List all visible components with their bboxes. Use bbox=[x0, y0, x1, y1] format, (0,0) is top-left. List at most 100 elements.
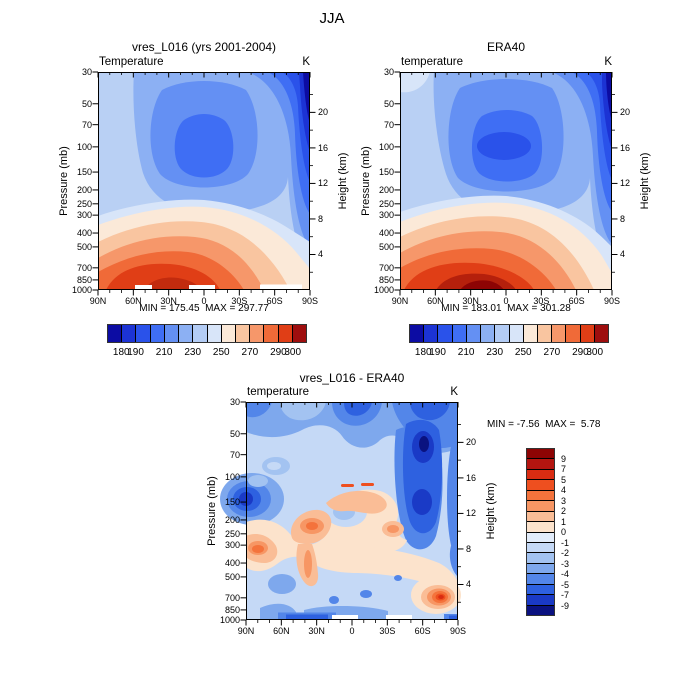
units-label-difference: K bbox=[450, 386, 458, 398]
colorbar-cell bbox=[579, 325, 594, 342]
colorbar-cell bbox=[178, 325, 193, 342]
colorbar-cell bbox=[527, 521, 554, 532]
colorbar-cell bbox=[234, 325, 250, 342]
colorbar-cell bbox=[149, 325, 164, 342]
colorbar-tick-label: -5 bbox=[561, 579, 570, 590]
height-tick-label: 8 bbox=[620, 213, 626, 224]
colorbar-tick-label: -2 bbox=[561, 548, 570, 558]
height-axis-title: Height (km) bbox=[485, 482, 497, 540]
colorbar-cell bbox=[291, 325, 307, 342]
height-tick-label: 16 bbox=[620, 142, 631, 153]
colorbar-tick-label: 300 bbox=[284, 347, 302, 358]
colorbar-cell bbox=[410, 325, 424, 342]
latitude-tick-label: 90N bbox=[89, 296, 107, 306]
pressure-tick-label: 50 bbox=[229, 428, 240, 439]
pressure-tick-label: 50 bbox=[81, 98, 92, 109]
panel-title-model: vres_L016 (yrs 2001-2004) bbox=[131, 40, 277, 54]
latitude-tick-label: 30S bbox=[379, 626, 396, 636]
pressure-tick-label: 30 bbox=[81, 67, 92, 77]
height-tick-label: 4 bbox=[466, 579, 472, 590]
colorbar-cell bbox=[527, 479, 554, 490]
colorbar-cell bbox=[249, 325, 264, 342]
colorbar-cell bbox=[527, 500, 554, 511]
colorbar-cell bbox=[480, 325, 495, 342]
latitude-tick-label: 90S bbox=[603, 296, 621, 306]
colorbar-tick-label: 7 bbox=[561, 464, 567, 474]
pressure-tick-label: 850 bbox=[224, 604, 240, 615]
pressure-tick-label: 200 bbox=[378, 184, 394, 195]
latitude-tick-label: 60S bbox=[568, 296, 585, 306]
pressure-tick-label: 500 bbox=[378, 241, 394, 252]
pressure-tick-label: 250 bbox=[224, 528, 240, 539]
latitude-tick-label: 90N bbox=[391, 296, 409, 306]
latitude-tick-label: 90S bbox=[449, 626, 467, 636]
units-label-model: K bbox=[302, 56, 310, 68]
colorbar-tick-label: 270 bbox=[543, 347, 561, 358]
colorbar-tick-label: 250 bbox=[212, 347, 230, 358]
colorbar-tick-label: -3 bbox=[561, 558, 570, 569]
pressure-tick-label: 300 bbox=[76, 210, 92, 221]
latitude-tick-label: 0 bbox=[503, 296, 509, 306]
pressure-tick-label: 50 bbox=[383, 98, 394, 109]
minmax-model: MIN = 175.45 MAX = 297.77 bbox=[139, 303, 269, 314]
pressure-tick-label: 250 bbox=[76, 198, 92, 209]
colorbar-cell bbox=[527, 531, 554, 542]
panel-title-difference: vres_L016 - ERA40 bbox=[299, 371, 405, 385]
colorbar-tick-label: 180 bbox=[112, 347, 130, 358]
pressure-tick-label: 100 bbox=[224, 471, 240, 482]
colorbar-tick-label: 230 bbox=[486, 347, 504, 358]
temperature-colorbar-model bbox=[107, 324, 307, 343]
colorbar-cell bbox=[494, 325, 509, 342]
height-tick-label: 4 bbox=[620, 249, 626, 260]
pressure-tick-label: 850 bbox=[378, 274, 394, 285]
contour-plot-era40 bbox=[394, 71, 618, 296]
pressure-tick-label: 1000 bbox=[373, 285, 394, 295]
colorbar-cell bbox=[527, 604, 554, 615]
colorbar-cell bbox=[508, 325, 523, 342]
colorbar-cell bbox=[527, 552, 554, 563]
variable-label-model: Temperature bbox=[99, 56, 164, 68]
colorbar-tick-label: 210 bbox=[155, 347, 173, 358]
height-tick-label: 12 bbox=[620, 178, 631, 189]
pressure-tick-label: 70 bbox=[229, 449, 240, 460]
contour-plot-model bbox=[92, 71, 316, 296]
latitude-tick-label: 30N bbox=[462, 296, 479, 306]
colorbar-cell bbox=[277, 325, 292, 342]
pressure-axis-title: Pressure (mb) bbox=[58, 146, 70, 216]
pressure-tick-label: 500 bbox=[76, 241, 92, 252]
pressure-tick-label: 300 bbox=[224, 540, 240, 551]
temperature-colorbar-era40 bbox=[409, 324, 609, 343]
colorbar-tick-label: -9 bbox=[561, 600, 570, 611]
latitude-tick-label: 0 bbox=[349, 626, 355, 636]
pressure-tick-label: 1000 bbox=[71, 285, 92, 295]
colorbar-cell bbox=[423, 325, 438, 342]
minmax-era40: MIN = 183.01 MAX = 301.28 bbox=[441, 303, 571, 314]
colorbar-cell bbox=[551, 325, 566, 342]
colorbar-tick-label: -7 bbox=[561, 590, 570, 600]
pressure-tick-label: 700 bbox=[378, 262, 394, 273]
height-tick-label: 20 bbox=[620, 107, 631, 118]
panel-title-era40: ERA40 bbox=[486, 40, 526, 54]
colorbar-tick-label: 270 bbox=[241, 347, 259, 358]
colorbar-cell bbox=[527, 594, 554, 605]
colorbar-tick-label: -1 bbox=[561, 537, 570, 548]
colorbar-tick-label: 250 bbox=[514, 347, 532, 358]
colorbar-cell bbox=[108, 325, 122, 342]
colorbar-cell bbox=[451, 325, 466, 342]
pressure-tick-label: 150 bbox=[378, 167, 394, 178]
latitude-tick-label: 60S bbox=[266, 296, 283, 306]
latitude-tick-label: 90N bbox=[237, 626, 255, 636]
figure-title: JJA bbox=[319, 10, 345, 27]
pressure-axis-title: Pressure (mb) bbox=[360, 146, 372, 216]
pressure-tick-label: 200 bbox=[76, 184, 92, 195]
colorbar-tick-label: 9 bbox=[561, 453, 567, 464]
pressure-tick-label: 300 bbox=[378, 210, 394, 221]
colorbar-cell bbox=[263, 325, 278, 342]
height-tick-label: 8 bbox=[466, 543, 472, 554]
colorbar-cell bbox=[465, 325, 481, 342]
colorbar-cell bbox=[163, 325, 179, 342]
pressure-tick-label: 100 bbox=[378, 141, 394, 152]
colorbar-cell bbox=[593, 325, 609, 342]
colorbar-cell bbox=[527, 541, 554, 553]
